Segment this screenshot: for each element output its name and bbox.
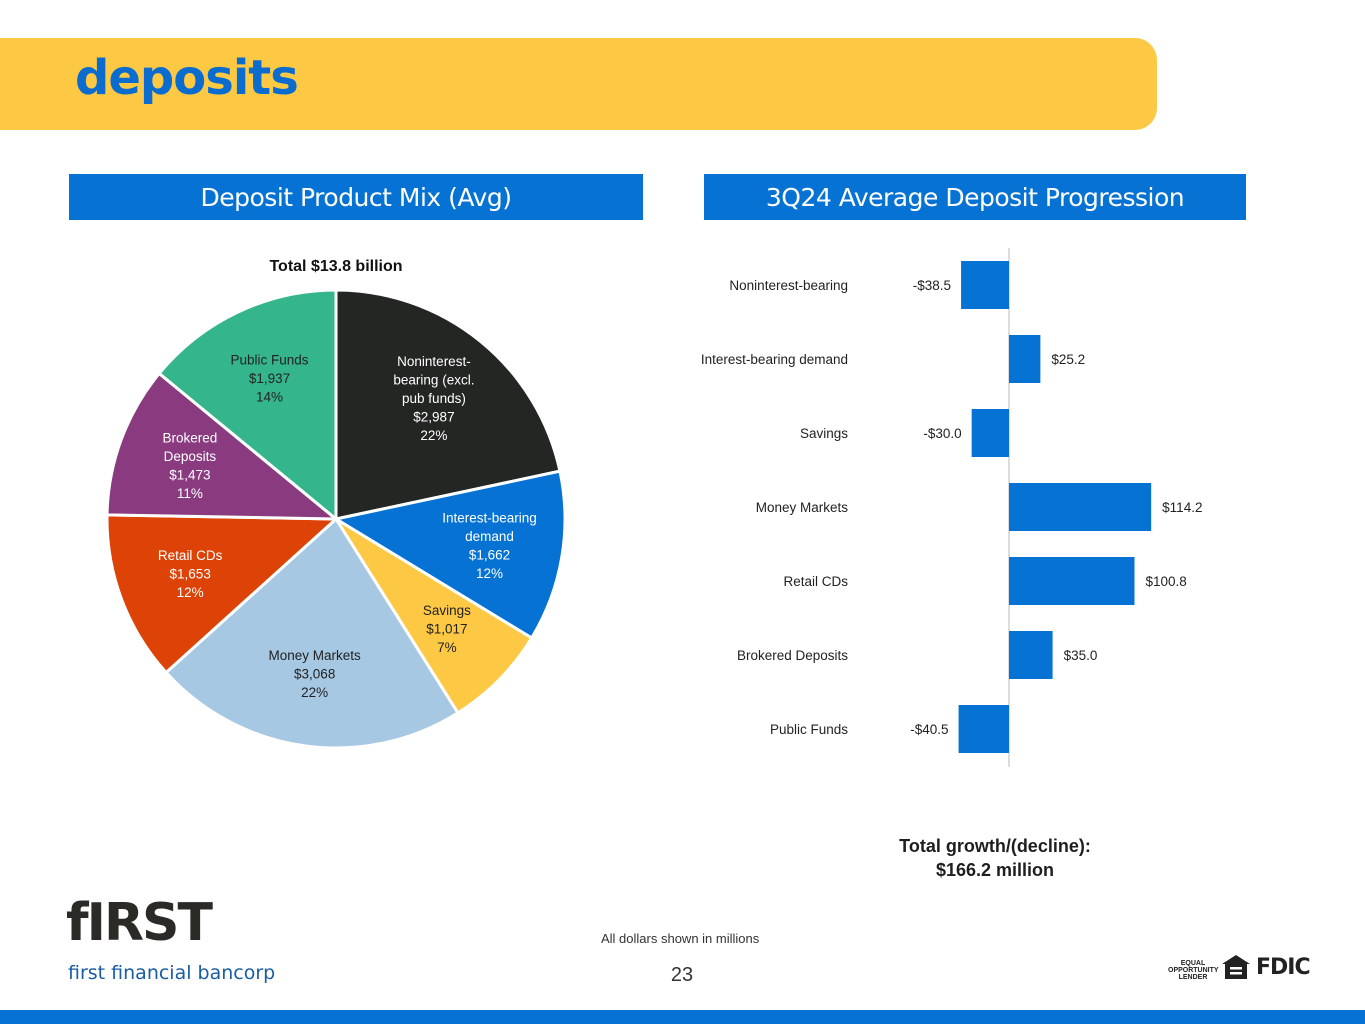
deposit-mix-header: Deposit Product Mix (Avg): [69, 174, 643, 220]
bar-data-label: $114.2: [1162, 500, 1202, 515]
bar-data-label: $100.8: [1145, 574, 1186, 589]
pie-slice-label: Public Funds $1,937 14%: [231, 353, 309, 405]
pie-slice-label: Brokered Deposits $1,473 11%: [163, 430, 218, 501]
equal-opportunity-lender-text: EQUAL OPPORTUNITY LENDER: [1168, 960, 1219, 981]
deposit-progression-bar-chart: Noninterest-bearing -$38.5 Interest-bearin…: [701, 248, 1202, 767]
bar: [958, 705, 1009, 753]
pie-slice-label: Noninterest-bearing (excl. pub funds) $2,9…: [393, 354, 474, 443]
pie-slice-label: Interest-bearing demand $1,662 12%: [442, 510, 537, 580]
total-growth-label: Total growth/(decline):: [899, 836, 1091, 856]
pie-slice: [334, 517, 534, 715]
company-logo: fIRST: [66, 893, 213, 953]
pie-title: Total $13.8 billion: [269, 258, 402, 275]
bar-category-label: Brokered Deposits: [737, 648, 848, 663]
fdic-logo: FDIC: [1256, 955, 1311, 980]
equal-housing-icon: [1222, 955, 1250, 979]
footnote: All dollars shown in millions: [601, 931, 760, 946]
pie-slice-label: Money Markets $3,068 22%: [269, 648, 362, 700]
bar-category-label: Money Markets: [756, 500, 849, 515]
bar-category-label: Savings: [800, 426, 848, 441]
bar: [1009, 631, 1053, 679]
bar-category-label: Noninterest-bearing: [729, 278, 848, 293]
page-title: deposits: [75, 50, 299, 106]
pie-slice: [331, 469, 567, 641]
pie-slice: [334, 288, 562, 521]
bar-data-label: -$30.0: [923, 426, 961, 441]
bar: [971, 409, 1009, 457]
bar-category-label: Retail CDs: [783, 574, 848, 589]
deposit-progression-header: 3Q24 Average Deposit Progression: [704, 174, 1246, 220]
bar-data-label: -$38.5: [913, 278, 951, 293]
bar-data-label: $35.0: [1064, 648, 1098, 663]
bar: [1009, 483, 1152, 531]
bar-data-label: $25.2: [1051, 352, 1085, 367]
total-growth-value: $166.2 million: [935, 860, 1055, 880]
pie-slice: [105, 513, 340, 675]
bar: [961, 261, 1009, 309]
title-banner: [0, 38, 1157, 130]
bar: [1009, 335, 1041, 383]
bar: [1009, 557, 1135, 605]
pie-slice: [105, 371, 341, 521]
pie-slice: [163, 516, 460, 750]
deposit-mix-pie-chart: Total $13.8 billion Noninterest-bearing (…: [105, 258, 567, 750]
bar-data-label: -$40.5: [910, 722, 948, 737]
bar-category-label: Interest-bearing demand: [701, 352, 848, 367]
bar-category-label: Public Funds: [770, 722, 848, 737]
pie-slice-label: Retail CDs $1,653 12%: [158, 548, 223, 600]
total-growth-summary: Total growth/(decline): $166.2 million: [845, 834, 1145, 882]
bottom-bar: [0, 1010, 1365, 1024]
page-number: 23: [670, 964, 694, 986]
company-name: first financial bancorp: [68, 962, 276, 984]
pie-slice: [157, 288, 338, 523]
pie-slice-label: Savings $1,017 7%: [423, 603, 471, 655]
